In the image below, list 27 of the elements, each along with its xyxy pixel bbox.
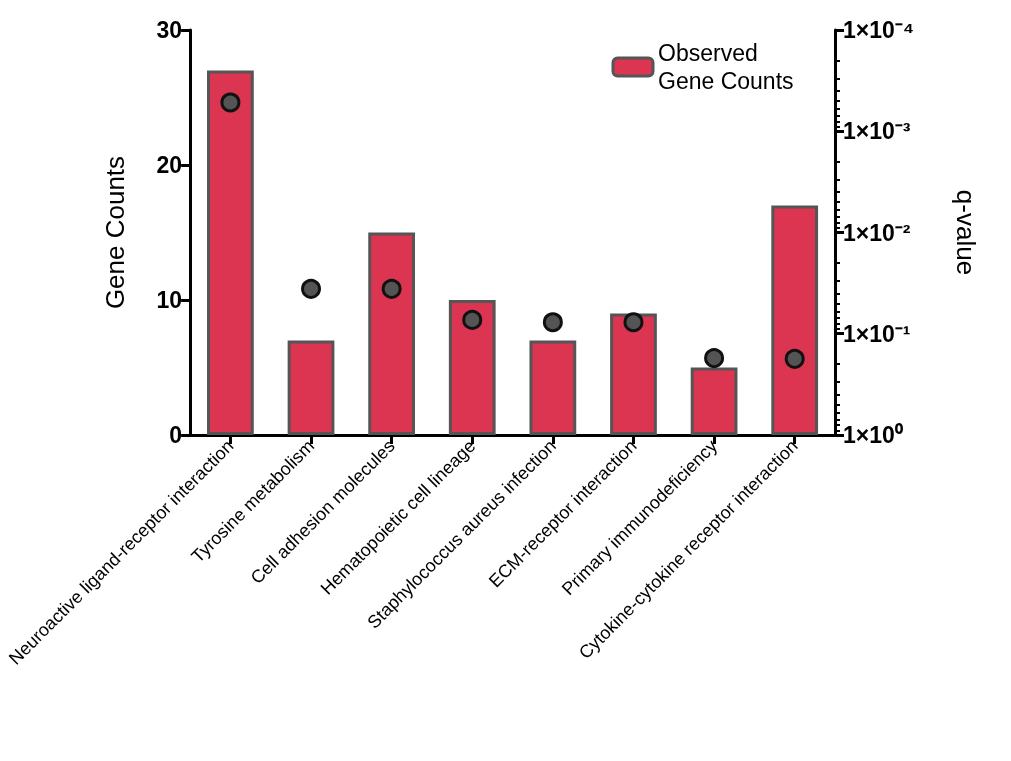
bar (368, 232, 416, 435)
y2-tick-label: 1×10⁻¹ (843, 320, 911, 347)
y-tick-label: 20 (156, 152, 183, 178)
legend-label: Observed Gene Counts (658, 40, 794, 94)
bar (771, 205, 819, 435)
bar (207, 70, 254, 435)
point (542, 312, 563, 333)
y2-tick-label: 1×10⁻³ (843, 118, 911, 145)
bar (448, 300, 496, 435)
y2-tick-label: 1×10⁻⁴ (843, 17, 915, 43)
y2-tick-label: 1×10⁰ (843, 422, 904, 448)
point (220, 92, 241, 113)
bar (610, 313, 657, 435)
point (301, 278, 322, 299)
point (784, 348, 805, 369)
point (623, 312, 644, 333)
y-tick-label: 0 (169, 422, 183, 448)
y-axis-title: Gene Counts (100, 155, 131, 310)
point (462, 309, 483, 330)
y-tick-label: 10 (156, 287, 183, 313)
point (381, 278, 402, 299)
bar (287, 340, 335, 435)
bar (529, 340, 577, 435)
y2-tick-label: 1×10⁻² (843, 219, 911, 246)
point (704, 348, 725, 369)
y-tick-label: 30 (156, 17, 183, 43)
y2-axis-title: q-value (951, 189, 981, 276)
